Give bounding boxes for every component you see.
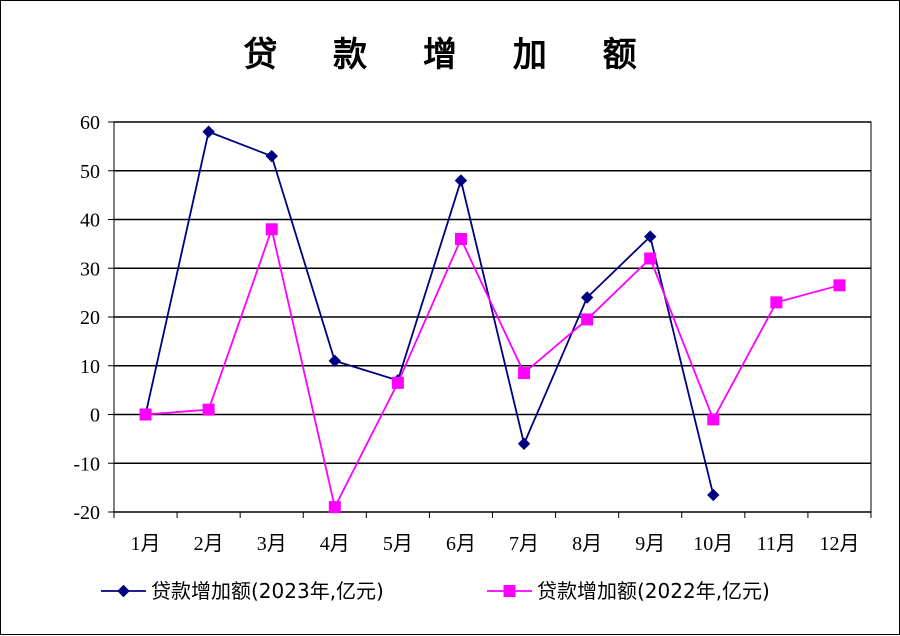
y-tick-label: 60 (80, 112, 100, 134)
legend-label-2: 贷款增加额(2022年,亿元) (537, 579, 770, 603)
legend-marker-2 (503, 585, 516, 597)
data-point-series-1 (644, 230, 657, 243)
y-tick-label: 40 (80, 210, 100, 232)
data-point-series-2 (518, 367, 531, 380)
y-tick-label: -20 (73, 502, 100, 524)
legend-marker-1 (117, 584, 130, 598)
data-point-series-2 (454, 233, 467, 245)
y-tick-label: 30 (80, 258, 100, 280)
y-tick-label: 10 (80, 356, 100, 378)
y-tick-label: -10 (73, 453, 100, 475)
data-point-series-1 (265, 149, 278, 163)
y-tick-label: 0 (90, 405, 100, 427)
x-tick-label: 9月 (635, 533, 665, 555)
data-point-series-2 (581, 313, 594, 326)
series-line-1 (144, 130, 715, 496)
data-point-series-1 (328, 354, 341, 368)
data-point-series-2 (202, 403, 215, 416)
data-point-series-2 (707, 413, 720, 426)
x-tick-label: 1月 (131, 533, 161, 555)
plot-area: 60 50 40 30 20 10 0 -10 -20 1月 2月 3月 4月 5月 6月 7月 8月 9月 10月… (73, 112, 872, 555)
data-point-series-1 (454, 174, 468, 187)
x-tick-label: 3月 (257, 533, 287, 555)
data-point-series-2 (770, 296, 783, 309)
data-point-series-2 (139, 408, 152, 421)
x-tick-label: 11月 (757, 533, 796, 555)
data-point-series-1 (707, 488, 720, 502)
legend-label-1: 贷款增加额(2023年,亿元) (151, 579, 384, 603)
chart-title: 贷 款 增 加 额 (243, 35, 659, 75)
data-point-series-1 (580, 291, 594, 304)
x-tick-label: 7月 (509, 533, 539, 555)
y-tick-label: 50 (80, 161, 100, 183)
data-point-series-1 (517, 437, 531, 450)
data-point-series-2 (391, 376, 404, 389)
series-line-2 (145, 225, 840, 510)
x-tick-label: 4月 (320, 533, 350, 555)
x-tick-label: 2月 (194, 533, 224, 555)
data-point-series-1 (202, 125, 215, 138)
legend: 贷款增加额(2023年,亿元) 贷款增加额(2022年,亿元) (101, 579, 770, 603)
x-tick-label: 8月 (572, 533, 602, 555)
data-point-series-2 (833, 279, 846, 292)
data-point-series-2 (265, 223, 278, 236)
data-point-series-2 (644, 252, 657, 265)
x-tick-label: 10月 (693, 533, 733, 555)
x-tick-label: 5月 (383, 533, 413, 555)
x-tick-label: 12月 (819, 533, 859, 555)
data-point-series-2 (328, 501, 341, 514)
y-tick-label: 20 (80, 307, 100, 329)
x-tick-label: 6月 (446, 533, 476, 555)
